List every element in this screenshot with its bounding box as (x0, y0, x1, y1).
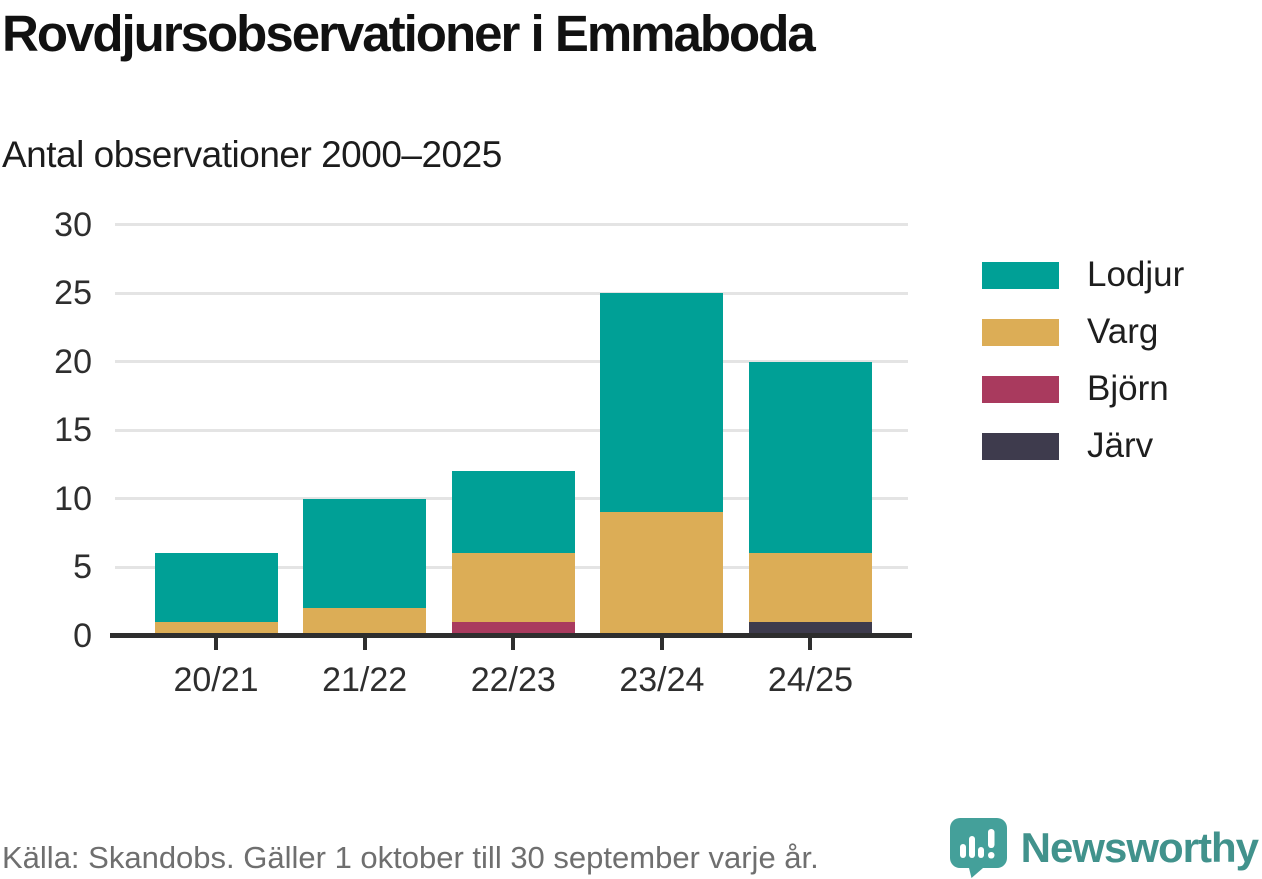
gridline-25 (115, 291, 908, 295)
bar-segment-järv-24/25 (748, 621, 872, 636)
x-tick-label: 21/22 (322, 661, 408, 699)
legend-swatch (982, 375, 1059, 403)
page-title: Rovdjursobservationer i Emmaboda (2, 5, 816, 62)
x-axis-line (110, 633, 912, 638)
y-tick-label: 10 (54, 479, 92, 518)
legend-item-järv: Järv (982, 426, 1184, 465)
gridline-20 (115, 360, 908, 364)
legend-item-björn: Björn (982, 369, 1184, 408)
legend-item-lodjur: Lodjur (982, 255, 1185, 294)
x-tick-mark (214, 638, 218, 650)
bar-segment-lodjur-20/21 (154, 553, 278, 622)
chart-plot: 0 5 10 15 20 25 30 20/21 21/22 22/23 23/24 24/25 (54, 205, 912, 699)
legend-swatch (982, 261, 1059, 289)
x-tick-mark (362, 638, 367, 650)
y-tick-label: 15 (54, 411, 92, 450)
y-tick-label: 5 (73, 548, 92, 587)
y-tick-label: 0 (73, 616, 92, 655)
x-tick-label: 22/23 (470, 661, 556, 699)
x-tick-mark (659, 638, 664, 650)
legend-item-varg: Varg (982, 312, 1184, 351)
chart-legend: Lodjur Varg Björn Järv (982, 255, 1185, 486)
brand-logo-group: Newsworthy (949, 818, 1259, 878)
legend-label: Lodjur (1087, 255, 1185, 294)
bar-segment-varg-24/25 (748, 553, 872, 622)
brand-name: Newsworthy (1020, 824, 1259, 871)
bar-segment-lodjur-22/23 (451, 471, 575, 554)
legend-swatch (982, 432, 1059, 460)
legend-label: Järv (1087, 426, 1154, 465)
x-tick-label: 20/21 (173, 661, 259, 699)
bar-segment-björn-22/23 (451, 621, 575, 636)
bar-segment-varg-23/24 (600, 512, 724, 636)
y-tick-label: 25 (54, 274, 92, 313)
legend-label: Björn (1087, 369, 1169, 408)
gridline-30 (115, 223, 908, 227)
y-tick-label: 20 (54, 342, 92, 381)
x-tick-mark (511, 638, 516, 650)
legend-swatch (982, 318, 1059, 346)
x-tick-mark (808, 638, 813, 650)
bar-segment-varg-20/21 (154, 621, 278, 636)
source-note: Källa: Skandobs. Gäller 1 oktober till 3… (2, 840, 819, 875)
bar-segment-lodjur-21/22 (303, 498, 427, 609)
bar-segment-lodjur-23/24 (600, 293, 724, 513)
chart-subtitle: Antal observationer 2000–2025 (2, 134, 502, 175)
x-tick-label: 24/25 (767, 661, 854, 699)
y-tick-label: 30 (54, 205, 92, 244)
bar-segment-varg-22/23 (451, 553, 575, 622)
newsworthy-logo-icon (949, 818, 1007, 878)
bar-segment-varg-21/22 (303, 608, 427, 636)
x-tick-label: 23/24 (619, 661, 705, 699)
gridline-15 (115, 428, 908, 432)
bar-segment-lodjur-24/25 (748, 361, 872, 554)
legend-label: Varg (1087, 312, 1159, 351)
